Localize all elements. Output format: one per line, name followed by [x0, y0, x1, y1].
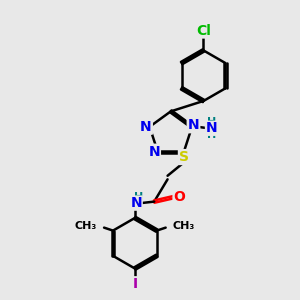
Text: S: S: [179, 150, 189, 164]
Text: I: I: [132, 277, 137, 291]
Text: CH₃: CH₃: [172, 221, 195, 231]
Text: O: O: [173, 190, 185, 204]
Text: N: N: [130, 196, 142, 210]
Text: N: N: [206, 121, 217, 135]
Text: N: N: [148, 145, 160, 159]
Text: H: H: [134, 192, 143, 202]
Text: H: H: [207, 117, 217, 127]
Text: N: N: [140, 120, 152, 134]
Text: CH₃: CH₃: [75, 221, 97, 231]
Text: N: N: [188, 118, 199, 132]
Text: H: H: [207, 130, 217, 140]
Text: Cl: Cl: [196, 23, 211, 38]
